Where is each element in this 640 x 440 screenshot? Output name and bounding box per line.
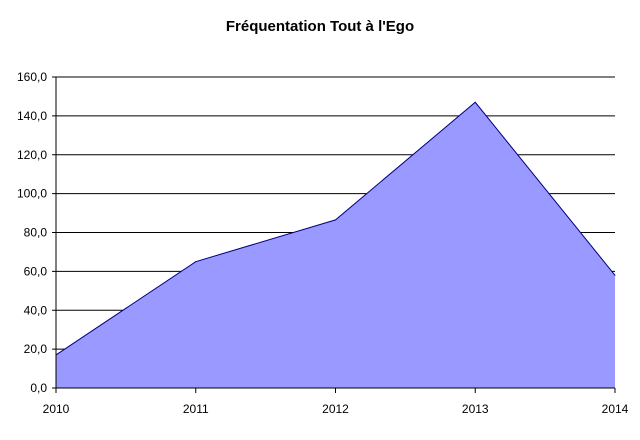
area-series: [55, 101, 616, 389]
data-point-2014: [614, 274, 616, 276]
area-fill: [56, 102, 615, 389]
y-tick-label: 40,0: [24, 303, 48, 317]
y-tick-label: 80,0: [24, 226, 48, 240]
data-point-2012: [335, 219, 336, 221]
y-tick-label: 120,0: [17, 148, 47, 162]
data-point-2011: [195, 261, 197, 263]
x-tick-label: 2010: [43, 402, 70, 416]
y-axis-ticks: 0,0 20,0 40,0 60,0 80,0 100,0 120,0 140,0 160,0: [17, 70, 56, 395]
y-tick-label: 100,0: [17, 187, 47, 201]
x-tick-label: 2014: [602, 402, 629, 416]
y-tick-label: 20,0: [24, 342, 48, 356]
chart-title: Fréquentation Tout à l'Ego: [225, 18, 415, 35]
y-tick-label: 60,0: [24, 264, 48, 278]
x-tick-label: 2012: [322, 402, 349, 416]
y-tick-label: 160,0: [17, 70, 47, 84]
x-tick-label: 2011: [183, 402, 209, 416]
y-tick-label: 0,0: [30, 381, 47, 395]
x-tick-label: 2013: [462, 402, 489, 416]
y-tick-label: 140,0: [17, 109, 47, 123]
data-point-2013: [474, 101, 476, 103]
x-axis-ticks: 2010 2011 2012 2013 2014: [43, 388, 629, 416]
